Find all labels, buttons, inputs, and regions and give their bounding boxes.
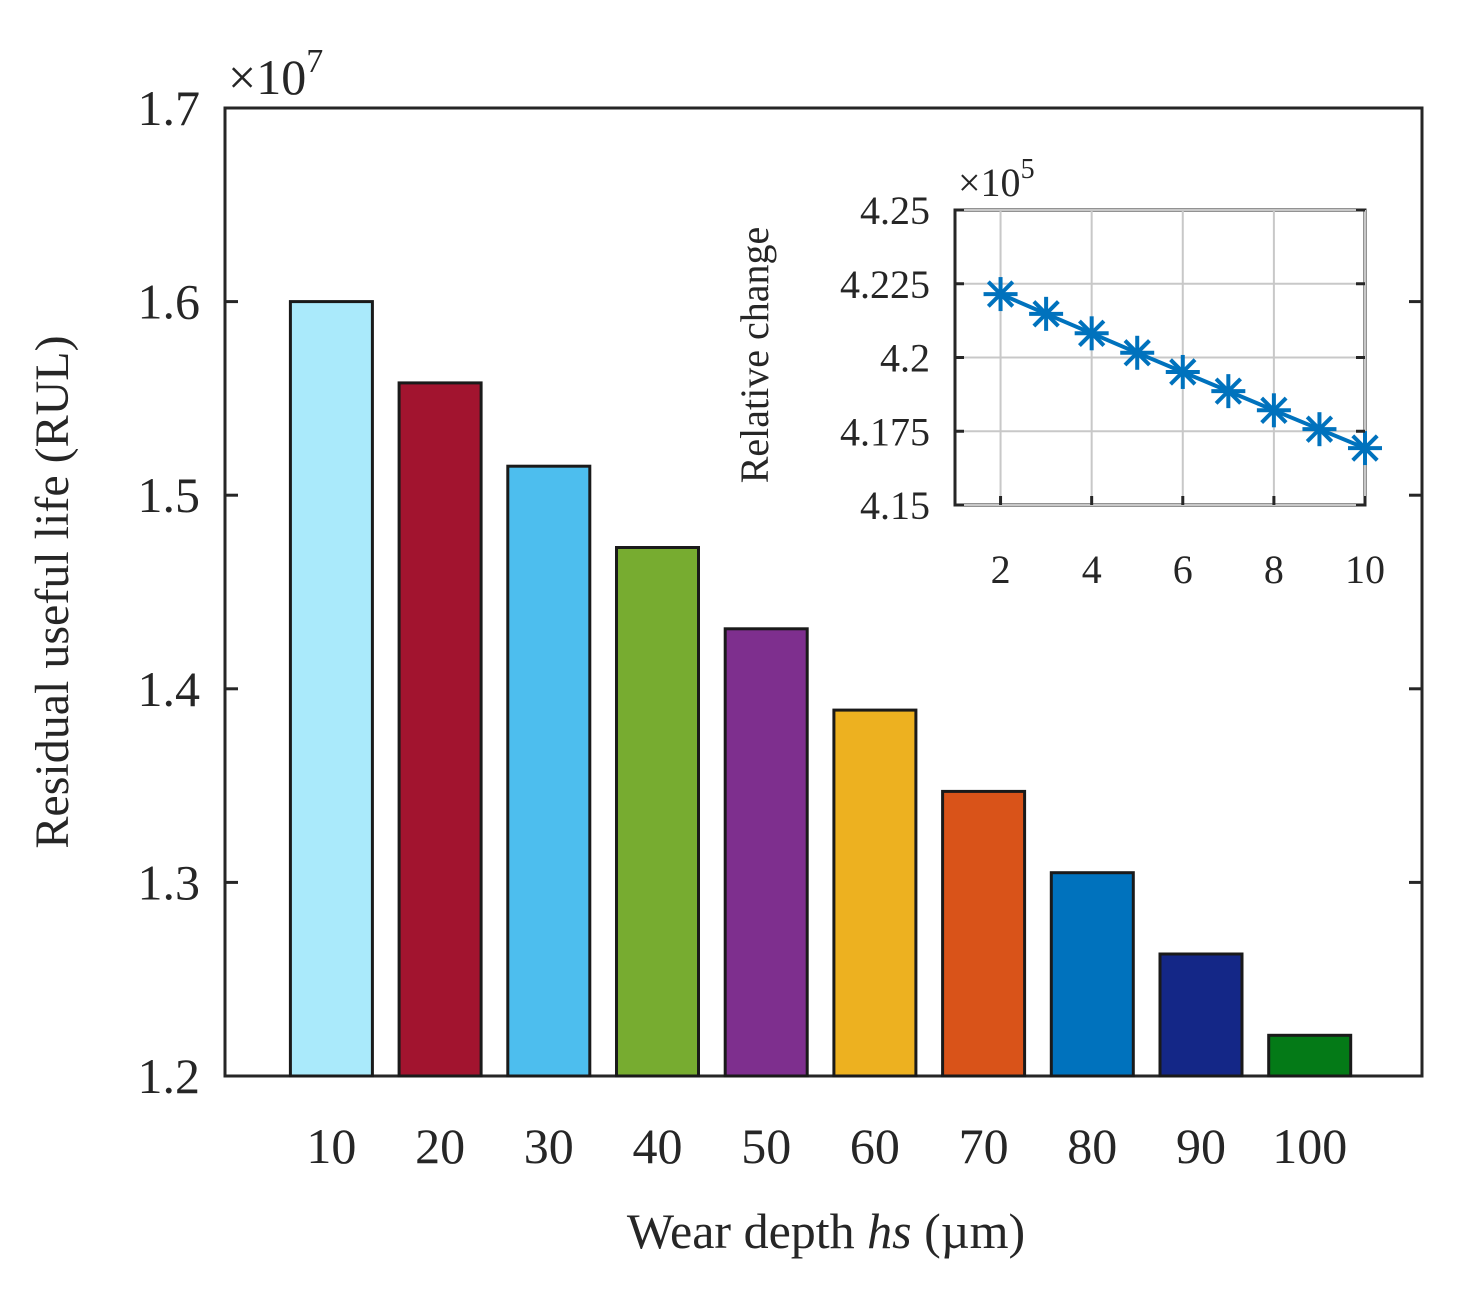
inset-y-tick-label: 4.15 [860,483,930,528]
inset-point-3 [1029,296,1064,331]
main-x-axis-title: Wear depth hs (µm) [627,1203,1025,1259]
bar-50 [723,627,809,1078]
inset-point-7 [1211,374,1246,409]
inset-y-ticks: 4.15 4.175 4.2 4.225 4.25 [840,188,1365,528]
y-tick-label: 1.6 [138,274,201,330]
main-y-ticks: 1.2 1.3 1.4 1.5 1.6 1.7 [138,80,1422,1104]
inset-x-tick-label: 4 [1082,547,1102,592]
y-tick-label: 1.2 [138,1048,201,1104]
inset-x-ticks: 2 4 6 8 10 [991,496,1385,592]
main-x-ticks: 10 20 30 40 50 60 70 80 90 100 [306,1118,1347,1174]
inset-y-tick-label: 4.225 [840,262,930,307]
inset-y-tick-label: 4.2 [880,336,930,381]
bar-80 [1049,871,1135,1078]
inset-grid [955,209,1366,506]
x-tick-label: 20 [415,1118,465,1174]
y-tick-label: 1.5 [138,467,201,523]
inset-x-tick-label: 8 [1264,547,1284,592]
bar-70 [941,789,1027,1078]
inset-point-5 [1120,335,1155,370]
inset-y-tick-label: 4.175 [840,409,930,454]
y-tick-label: 1.7 [138,80,201,136]
bar-40 [615,546,700,1078]
x-tick-label: 70 [959,1118,1009,1174]
inset-point-6 [1165,354,1200,389]
x-tick-label: 60 [850,1118,900,1174]
inset-x-tick-label: 6 [1173,547,1193,592]
bar-100 [1267,1033,1353,1078]
bar-90 [1158,952,1244,1078]
inset-exponent-power: 5 [1021,154,1035,185]
bar-20 [397,381,483,1078]
main-bars [288,300,1353,1078]
main-exponent-power: 7 [306,43,323,80]
bar-30 [506,464,592,1078]
y-tick-label: 1.4 [138,661,201,717]
inset-series [983,277,1382,466]
bar-10 [288,300,374,1078]
x-tick-label: 40 [633,1118,683,1174]
inset-x-tick-label: 2 [991,547,1011,592]
inset-point-10 [1348,431,1382,466]
x-tick-label: 50 [741,1118,791,1174]
y-tick-label: 1.3 [138,854,201,910]
inset-y-tick-label: 4.25 [860,188,930,233]
x-tick-label: 100 [1272,1118,1347,1174]
inset-point-8 [1256,393,1291,428]
x-tick-label: 10 [306,1118,356,1174]
inset-y-axis-title: Relative change [732,227,777,484]
inset-point-9 [1302,412,1337,447]
inset-point-2 [983,277,1018,312]
inset-x-tick-label: 10 [1345,547,1385,592]
inset-point-4 [1074,316,1109,351]
inset-exponent-label: ×105 [958,154,1035,205]
bar-60 [832,708,918,1078]
x-tick-label: 80 [1067,1118,1117,1174]
x-tick-label: 90 [1176,1118,1226,1174]
main-y-axis-title: Residual useful life (RUL) [26,335,79,848]
x-tick-label: 30 [524,1118,574,1174]
main-exponent-label: ×107 [228,43,323,105]
